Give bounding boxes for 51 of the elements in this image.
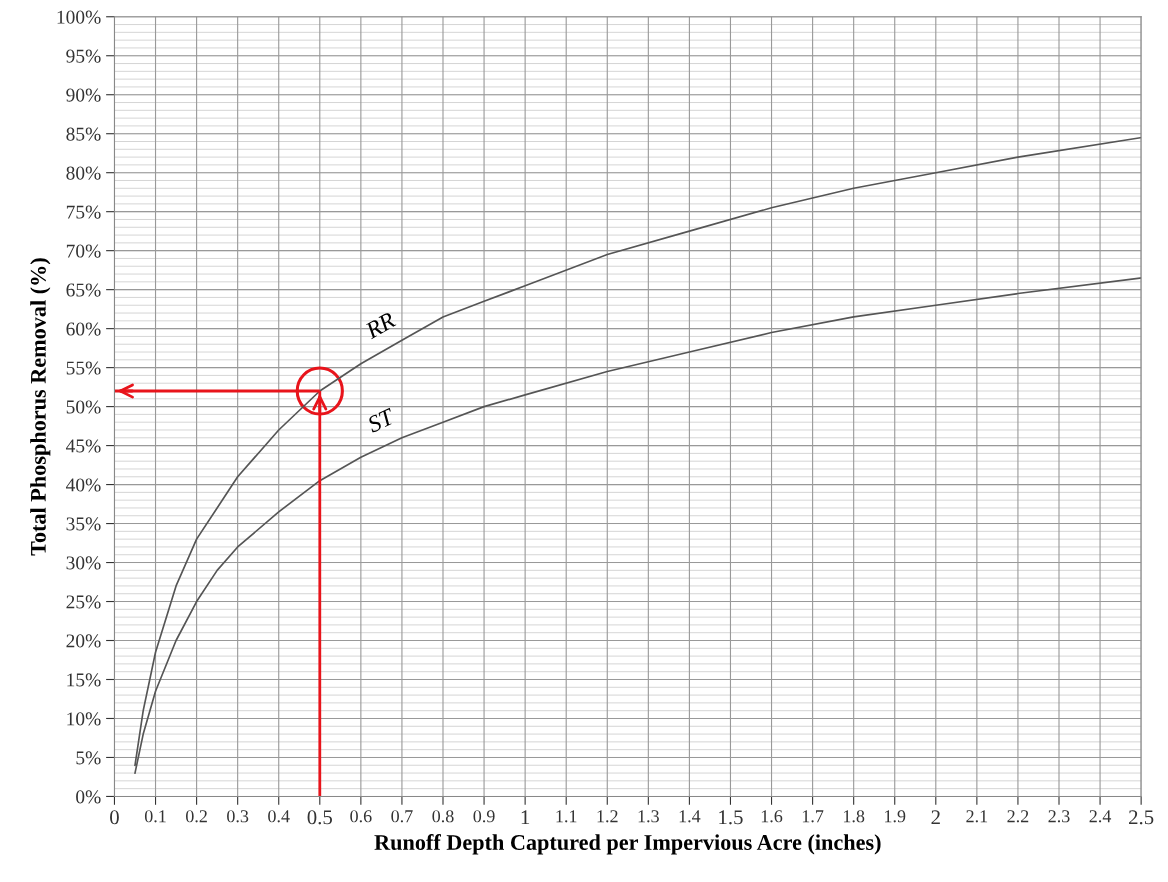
x-tick-label: 2.5 — [1129, 810, 1154, 825]
y-tick-label: 10% — [67, 712, 101, 726]
x-tick-label: 1.2 — [597, 810, 618, 823]
x-tick-label: 1.3 — [638, 810, 659, 823]
y-tick-label: 30% — [66, 556, 101, 570]
x-tick-label: 2.3 — [1048, 810, 1070, 823]
text: ST — [366, 407, 397, 434]
y-tick-label: 80% — [66, 166, 101, 180]
x-tick-label: 1.4 — [679, 810, 701, 823]
text: RR — [363, 311, 397, 340]
x-tick-label: 2.2 — [1007, 810, 1029, 823]
x-tick-label: 0.7 — [391, 810, 413, 823]
x-tick-label: 1.5 — [719, 810, 743, 825]
y-tick-label: 70% — [66, 244, 101, 258]
y-tick-label: 90% — [66, 88, 101, 102]
y-tick-label: 5% — [76, 751, 101, 765]
y-tick-label: 15% — [67, 673, 101, 687]
x-tick-label: 1.9 — [885, 810, 906, 823]
y-tick-label: 0% — [76, 790, 101, 804]
x-tick-label: 0.6 — [350, 810, 372, 823]
y-tick-label: 40% — [66, 478, 101, 492]
x-tick-label: 0.5 — [307, 810, 333, 825]
y-tick-label: 75% — [66, 205, 101, 219]
x-tick-label: 0 — [110, 810, 119, 825]
y-tick-label: 100% — [57, 10, 101, 24]
x-tick-label: 1.8 — [843, 810, 865, 823]
x-tick-label: 1 — [521, 810, 530, 825]
x-tick-label: 0.3 — [227, 810, 249, 823]
y-tick-label: 85% — [66, 127, 101, 141]
y-tick-label: 55% — [66, 361, 101, 375]
x-tick-label: 1.1 — [556, 810, 577, 823]
x-tick-label: 1.7 — [802, 810, 824, 823]
x-axis-title: Runoff Depth Captured per Impervious Acre (inches) — [374, 834, 881, 855]
y-tick-label: 50% — [66, 400, 101, 414]
x-tick-label: 0.8 — [432, 810, 454, 823]
y-axis-title: Total Phosphorus Removal (%) — [30, 258, 51, 556]
x-tick-label: 0.1 — [144, 810, 166, 823]
y-tick-label: 95% — [66, 49, 101, 63]
y-tick-label: 20% — [66, 634, 101, 648]
x-tick-label: 1.6 — [761, 810, 783, 823]
x-tick-label: 2.1 — [966, 810, 988, 823]
x-tick-label: 0.9 — [473, 810, 495, 823]
y-tick-label: 65% — [66, 283, 101, 297]
y-tick-label: 25% — [66, 595, 101, 609]
x-tick-label: 0.2 — [186, 810, 207, 823]
y-tick-label: 60% — [66, 322, 101, 336]
x-tick-label: 0.4 — [268, 810, 290, 823]
y-tick-label: 45% — [66, 439, 101, 453]
y-tick-label: 35% — [66, 517, 101, 531]
x-tick-label: 2 — [931, 810, 940, 825]
x-tick-label: 2.4 — [1089, 810, 1112, 823]
